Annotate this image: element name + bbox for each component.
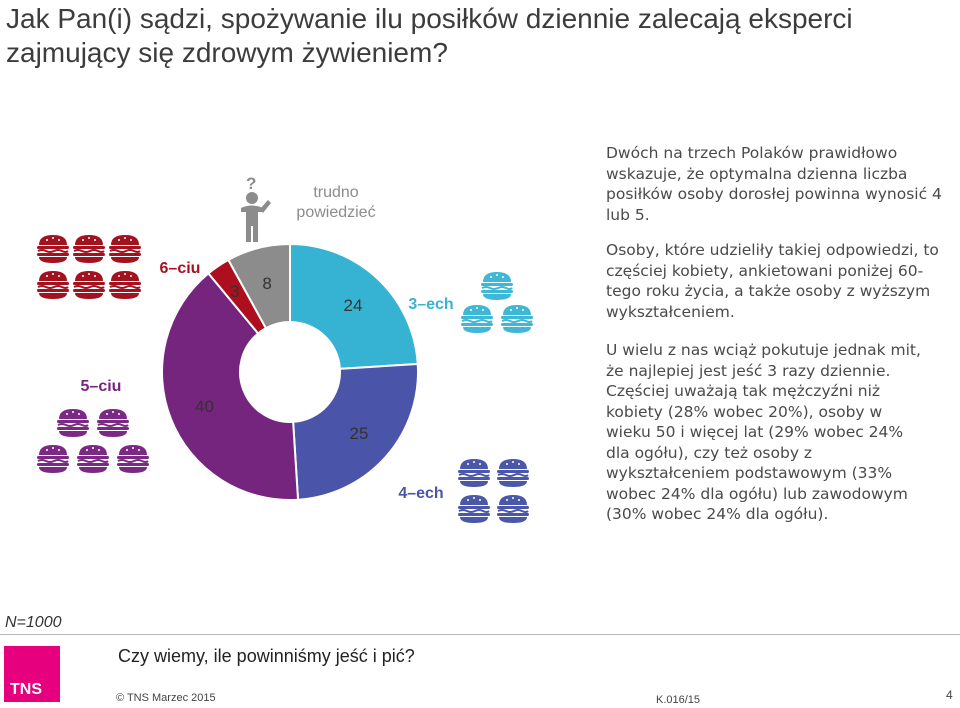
donut-slice-0: [289, 242, 419, 370]
category-labels: 3–ech 4–ech 5–ciu 6–ciu trudno powiedzie…: [81, 184, 454, 502]
value-label-0: 24: [344, 296, 363, 315]
footer-slogan: Czy wiemy, ile powinniśmy jeść i pić?: [118, 646, 415, 666]
burger-icon-5-3: [77, 445, 109, 473]
value-label-3: 3: [230, 282, 239, 301]
tns-logo: TNS: [4, 646, 60, 702]
category-label-dk-1: trudno: [313, 184, 358, 201]
category-label-3: 3–ech: [408, 296, 453, 313]
burger-icon-6-2: [109, 235, 141, 263]
value-label-1: 25: [350, 424, 369, 443]
burger-icon-6-3: [37, 271, 69, 299]
burger-icon-5-0: [57, 409, 89, 437]
value-label-2: 40: [195, 397, 214, 416]
burger-icon-6-5: [109, 271, 141, 299]
summary-paragraph-1: Dwóch na trzech Polaków prawidłowo wskaz…: [606, 144, 942, 224]
category-label-6: 6–ciu: [160, 260, 201, 277]
burger-icon-3-2: [501, 305, 533, 333]
burger-icon-4-2: [458, 495, 490, 523]
burger-icon-6-0: [37, 235, 69, 263]
burger-icon-4-3: [497, 495, 529, 523]
footer-divider: [0, 634, 960, 635]
category-label-dk-2: powiedzieć: [296, 204, 375, 221]
burger-icon-5-4: [117, 445, 149, 473]
summary-paragraph-3: U wielu z nas wciąż pokutuje jednak mit,…: [606, 341, 921, 523]
summary-paragraph-2: Osoby, które udzieliły takiej odpowiedzi…: [606, 241, 939, 321]
burger-icon-6-4: [73, 271, 105, 299]
burger-icon-3-1: [461, 305, 493, 333]
burger-icon-5-2: [37, 445, 69, 473]
category-label-4: 4–ech: [398, 485, 443, 502]
donut-slice-1: [292, 362, 419, 501]
tns-logo-text: TNS: [10, 681, 42, 698]
burger-icon-4-1: [497, 459, 529, 487]
question-person-icon: ?: [241, 174, 271, 242]
category-label-5: 5–ciu: [81, 378, 122, 395]
sample-size-label: N=1000: [5, 614, 62, 631]
svg-text:?: ?: [246, 174, 256, 193]
burger-icon-5-1: [97, 409, 129, 437]
burger-icon-3-0: [481, 272, 513, 300]
donut-slices: [161, 242, 419, 501]
copyright: © TNS Marzec 2015: [116, 692, 216, 704]
page-number: 4: [946, 688, 953, 702]
burger-icon-6-1: [73, 235, 105, 263]
donut-slice-2: [161, 271, 300, 501]
report-code: K.016/15: [656, 694, 701, 706]
page-title: Jak Pan(i) sądzi, spożywanie ilu posiłkó…: [6, 3, 853, 68]
donut-slice-4: [226, 242, 291, 330]
donut-chart: 24 25 40 3 8 3–ech 4–ech 5–ciu 6–ciu trudno …: [37, 174, 533, 523]
burger-icon-4-0: [458, 459, 490, 487]
value-labels: 24 25 40 3 8: [195, 274, 368, 443]
value-label-4: 8: [262, 274, 271, 293]
burger-icon-groups: [37, 235, 533, 523]
